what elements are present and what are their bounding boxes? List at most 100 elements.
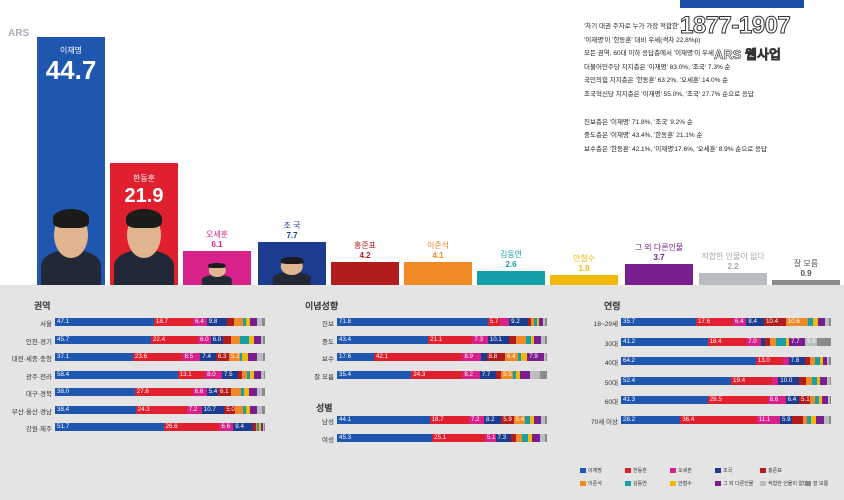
segment-value: 7.0 (748, 337, 757, 345)
bar-segment (808, 318, 814, 326)
legend-swatch (670, 481, 676, 486)
candidate-photo (114, 201, 174, 285)
legend-swatch (625, 481, 631, 486)
segment-value: 37.1 (57, 353, 70, 360)
bar-segment: 10.4 (763, 318, 786, 326)
bar-segment (262, 318, 265, 326)
bar-segment (255, 423, 258, 431)
row-label: 보수 (322, 356, 334, 363)
bar-segment (829, 376, 831, 385)
bar-segment: 5.1 (484, 433, 496, 442)
segment-value: 18.7 (155, 318, 168, 325)
bar-segment: 24.3 (135, 405, 187, 414)
ars-label: ARS (8, 28, 30, 39)
segment-value: 38.4 (57, 405, 70, 413)
section-title: 권역 (34, 301, 51, 311)
segment-value: 10.1 (489, 335, 502, 343)
bar-segment: 28.2 (621, 415, 681, 424)
segment-value: 7.8 (790, 357, 800, 364)
row-label: 대전·세종·충청 (11, 356, 52, 363)
candidate-bar (550, 275, 618, 285)
bar-segment: 5.4 (206, 388, 218, 396)
bar-segment (824, 415, 829, 424)
segment-value: 5.2 (231, 353, 240, 360)
bar-segment: 8.5 (182, 353, 201, 361)
row-label: 40대 (604, 360, 618, 367)
legend-item: 그 외 다른인물 (715, 480, 753, 487)
stacked-bar: 44.1 18.7 7.2 8.2 5.9 5.4 (337, 416, 547, 424)
bar-segment: 6.1 (217, 388, 231, 396)
segment-value: 7.9 (529, 353, 538, 360)
segment-value: 8.5 (184, 353, 194, 360)
bar-segment (805, 376, 813, 385)
candidate-percent: 1.8 (578, 264, 590, 274)
segment-value: 21.1 (430, 335, 443, 343)
legend-label: 이준석 (588, 481, 602, 487)
bar-segment (812, 376, 817, 385)
row-label: 30대 (604, 340, 618, 348)
legend-label: 잘 모름 (813, 481, 829, 487)
stacked-bar: 71.8 5.7 9.2 (337, 318, 547, 326)
segment-value: 18.7 (431, 416, 444, 423)
bar-segment: 8.8 (486, 353, 505, 361)
bar-segment (827, 357, 830, 365)
stacked-bar: 28.2 36.4 11.1 5.9 (621, 415, 831, 424)
phone-number: 1877-1907 (679, 12, 791, 40)
segment-value: 10.6 (787, 318, 800, 325)
segment-value: 7.5 (223, 370, 233, 378)
segment-value: 5.1 (486, 433, 496, 441)
bar-segment: 9.8 (206, 318, 228, 326)
bar-segment (525, 335, 531, 344)
row-label: 광주·전라 (25, 373, 52, 381)
row-label: 부산·울산·경남 (11, 408, 52, 416)
bar-segment: 18.7 (153, 318, 194, 326)
bar-segment: 6.0 (198, 335, 211, 344)
bar-segment (256, 353, 263, 361)
candidate-name: 안철수 (572, 254, 596, 264)
bar-segment (829, 357, 831, 365)
segment-value: 35.4 (339, 370, 352, 378)
bar-segment: 13.0 (755, 357, 784, 365)
bar-segment: 41.2 (621, 337, 708, 346)
bar-segment: 7.5 (221, 370, 238, 379)
bar-segment (263, 423, 265, 431)
bar-segment (262, 388, 265, 396)
legend-label: 오세훈 (678, 468, 692, 474)
bar-segment (543, 353, 546, 361)
bar-segment: 9.2 (509, 318, 529, 326)
bar-segment (776, 337, 786, 346)
segment-value: 6.3 (217, 353, 227, 360)
bar-segment (257, 423, 260, 431)
candidate-percent: 7.7 (286, 231, 298, 241)
segment-value: 5.5 (503, 370, 512, 378)
bar-segment: 10.6 (785, 318, 809, 326)
legend-label: 김동연 (633, 481, 647, 487)
candidate-chart-area: ARS '차기 대권 주자로 누가 가장 적합한', '이재명'이 '한동훈' 대… (8, 0, 840, 285)
bar-segment (539, 433, 545, 442)
bar-segment (234, 318, 243, 326)
bar-segment (257, 318, 263, 326)
candidate-percent: 3.7 (653, 253, 665, 263)
segment-value: 45.7 (57, 335, 70, 343)
bar-segment: 5.7 (487, 318, 500, 326)
bar-segment (825, 318, 829, 326)
bar-segment (533, 318, 538, 326)
bar-segment (537, 318, 539, 326)
segment-value: 5.4 (515, 416, 525, 423)
segment-value: 23.6 (134, 353, 147, 360)
bar-segment: 7.8 (788, 357, 805, 365)
bar-segment (256, 388, 263, 396)
bar-segment: 6.6 (192, 388, 207, 396)
bar-segment (239, 335, 250, 344)
bar-segment (260, 370, 264, 379)
segment-value: 44.1 (339, 416, 352, 423)
bar-segment (237, 370, 242, 379)
candidate-label: 이준석 4.1 (398, 240, 478, 260)
segment-value: 6.0 (212, 335, 222, 343)
bar-segment (545, 353, 547, 361)
candidate-label: 조 국 7.7 (252, 220, 332, 240)
candidate-name: 조 국 (283, 221, 301, 231)
bar-segment (541, 416, 546, 424)
stacked-bar: 41.3 28.5 8.6 6.4 5.1 (621, 396, 831, 404)
legend-label: 그 외 다른인물 (723, 481, 754, 487)
